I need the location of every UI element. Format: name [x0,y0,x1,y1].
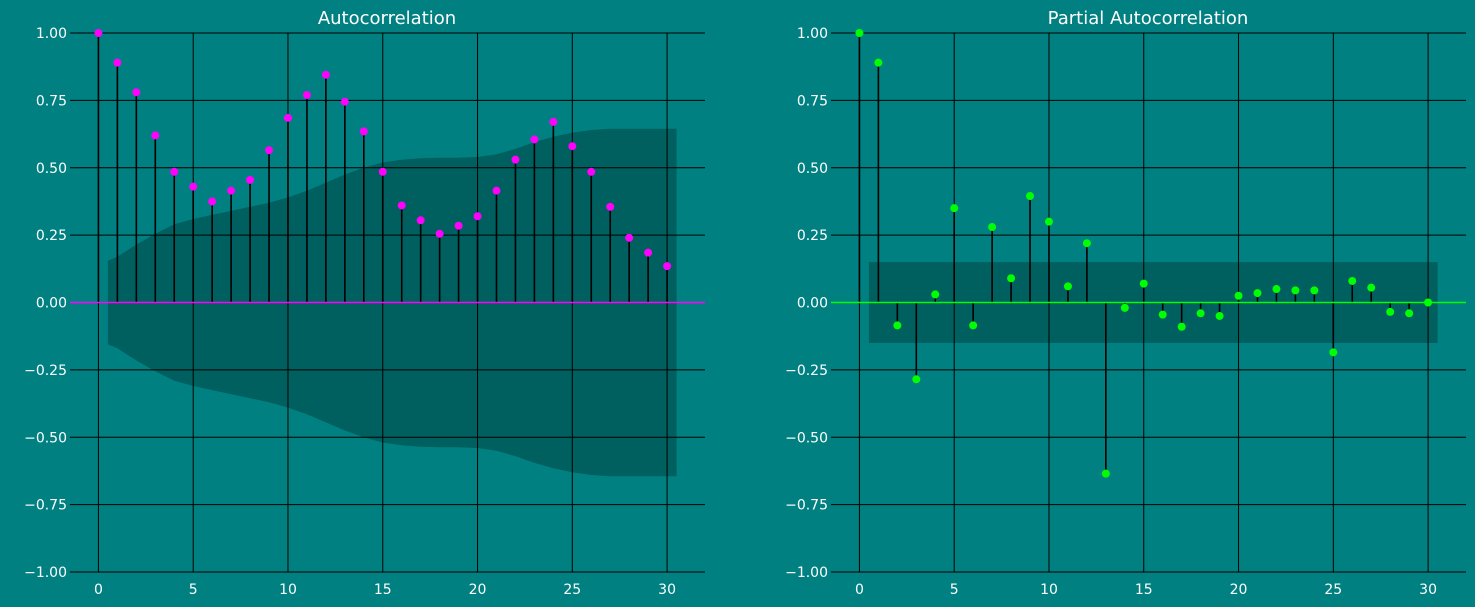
stem-marker [170,167,179,176]
x-tick-label: 5 [950,582,959,598]
stem-marker [1120,303,1129,312]
stem-marker [435,229,444,238]
stem-marker [549,117,558,126]
x-tick-label: 25 [563,582,581,598]
stem-marker [1026,192,1035,201]
stem-marker [1348,276,1357,285]
stem-marker [1310,286,1319,295]
x-tick-label: 10 [1040,582,1058,598]
stem-marker [988,223,997,232]
stem-marker [1139,279,1148,288]
stem-marker [227,186,236,195]
autocorrelation-chart: 1.00 0.75 0.50 0.25 0.00 −0.25 −0.50 −0.75 −1.00… [24,8,705,598]
x-tick-label: 30 [1419,582,1437,598]
stem-marker [265,146,274,155]
x-tick-label: 15 [374,582,392,598]
stem-marker [1405,309,1414,318]
stem-marker [246,175,255,184]
x-tick-label: 20 [469,582,487,598]
y-tick-label: −1.00 [785,565,828,581]
y-tick-label: −0.75 [785,498,828,514]
stem-marker [340,97,349,106]
x-tick-label: 0 [94,582,103,598]
stem-marker [1253,289,1262,298]
partial-autocorrelation-chart: 1.00 0.75 0.50 0.25 0.00 −0.25 −0.50 −0.75 −1.00… [785,8,1466,598]
stem-marker [302,90,311,99]
stem-marker [132,88,141,97]
y-tick-label: −0.25 [785,363,828,379]
stem-marker [1007,274,1016,283]
stem-marker [530,135,539,144]
y-tick-label: −0.25 [24,363,67,379]
stem-marker [208,197,217,206]
stem-marker [1101,469,1110,478]
stem-marker [893,321,902,330]
x-tick-label: 10 [279,582,297,598]
y-tick-label: −0.50 [785,430,828,446]
stem-marker [492,186,501,195]
stem-marker [950,204,959,213]
stem-marker [1158,310,1167,319]
stem-marker [1082,239,1091,248]
stem-marker [1215,311,1224,320]
y-tick-label: 1.00 [797,26,828,42]
x-tick-label: 25 [1324,582,1342,598]
y-tick-label: 0.00 [36,296,67,312]
stem-marker [1291,286,1300,295]
x-tick-label: 30 [658,582,676,598]
stem-marker [397,201,406,210]
stem-marker [931,290,940,299]
stem-marker [1424,298,1433,307]
stem-marker [1329,348,1338,357]
y-tick-label: 0.50 [36,161,67,177]
y-tick-label: 0.75 [797,93,828,109]
autocorrelation-title: Autocorrelation [318,8,456,29]
y-tick-label: −1.00 [24,565,67,581]
stem-marker [1234,291,1243,300]
stem-marker [1272,285,1281,294]
stem-marker [1367,283,1376,292]
x-tick-label: 15 [1135,582,1153,598]
y-tick-label: 0.25 [797,228,828,244]
stem-marker [321,70,330,79]
y-tick-label: 1.00 [36,26,67,42]
x-tick-label: 20 [1230,582,1248,598]
stem-marker [1063,282,1072,291]
x-tick-label: 5 [189,582,198,598]
stem-marker [568,142,577,151]
stem-marker [378,167,387,176]
y-tick-label: −0.75 [24,498,67,514]
stem-marker [151,131,160,140]
stem-marker [416,216,425,225]
stem-marker [473,212,482,221]
x-tick-label: 0 [855,582,864,598]
partial-autocorrelation-title: Partial Autocorrelation [1048,8,1249,29]
stem-marker [1386,307,1395,316]
stem-marker [874,58,883,67]
stem-marker [625,233,634,242]
y-tick-label: 0.50 [797,161,828,177]
y-tick-label: −0.50 [24,430,67,446]
stem-marker [1196,309,1205,318]
stem-marker [113,58,122,67]
stem-marker [912,375,921,384]
y-tick-label: 0.75 [36,93,67,109]
stem-marker [511,155,520,164]
stem-marker [189,182,198,191]
stem-marker [359,127,368,136]
stem-marker [969,321,978,330]
y-tick-label: 0.25 [36,228,67,244]
stem-marker [454,221,463,230]
stem-marker [283,113,292,122]
stem-marker [663,262,672,271]
stem-marker [587,167,596,176]
stem-marker [855,29,864,37]
stem-marker [606,202,615,211]
stem-marker [94,29,103,37]
stem-marker [644,248,653,257]
stem-marker [1177,322,1186,331]
y-tick-label: 0.00 [797,296,828,312]
stem-marker [1044,217,1053,226]
